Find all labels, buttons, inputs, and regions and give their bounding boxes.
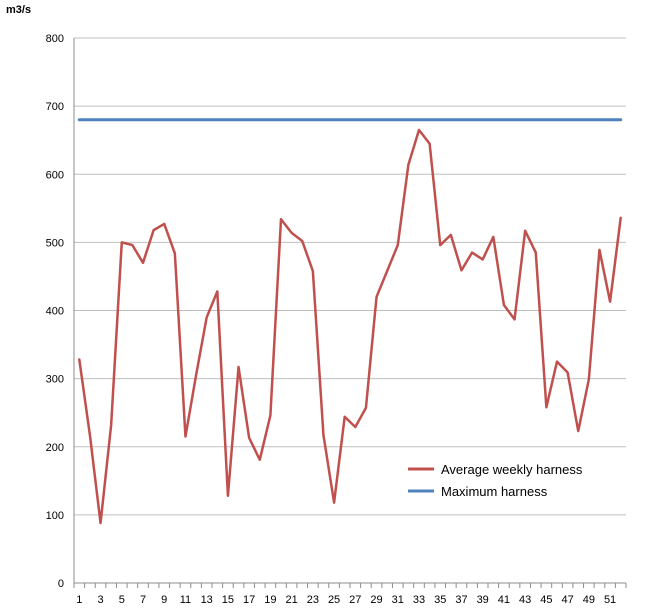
x-tick-label: 11 [180,594,191,606]
legend-label: Maximum harness [441,484,548,499]
x-tick-label: 45 [540,594,552,606]
y-tick-label: 600 [46,169,64,181]
x-tick-label: 23 [307,594,319,606]
x-tick-label: 37 [455,594,467,606]
legend-label: Average weekly harness [441,462,583,477]
y-tick-label: 400 [46,306,64,318]
x-tick-label: 43 [519,594,531,606]
x-tick-label: 51 [604,594,616,606]
x-tick-label: 25 [328,594,340,606]
x-tick-label: 13 [201,594,213,606]
x-tick-label: 29 [370,594,382,606]
y-tick-label: 200 [46,442,64,454]
x-tick-label: 1 [76,594,82,606]
x-tick-label: 19 [264,594,276,606]
x-tick-label: 27 [349,594,361,606]
x-tick-label: 21 [285,594,297,606]
x-tick-label: 17 [243,594,255,606]
y-axis-label: m3/s [6,4,32,16]
x-tick-label: 3 [97,594,103,606]
x-tick-label: 41 [498,594,510,606]
x-tick-label: 33 [413,594,425,606]
x-tick-label: 49 [583,594,595,606]
y-tick-label: 800 [46,33,64,45]
y-tick-label: 500 [46,237,64,249]
x-tick-label: 15 [222,594,234,606]
y-tick-label: 100 [46,510,64,522]
x-tick-label: 35 [434,594,446,606]
x-tick-label: 47 [561,594,573,606]
x-tick-label: 39 [477,594,489,606]
x-tick-label: 5 [119,594,125,606]
x-tick-label: 9 [161,594,167,606]
x-tick-label: 31 [392,594,404,606]
y-tick-label: 300 [46,374,64,386]
y-tick-label: 700 [46,101,64,113]
series-line-average-weekly-harness [78,128,622,525]
y-tick-label: 0 [58,578,64,590]
x-tick-label: 7 [140,594,146,606]
